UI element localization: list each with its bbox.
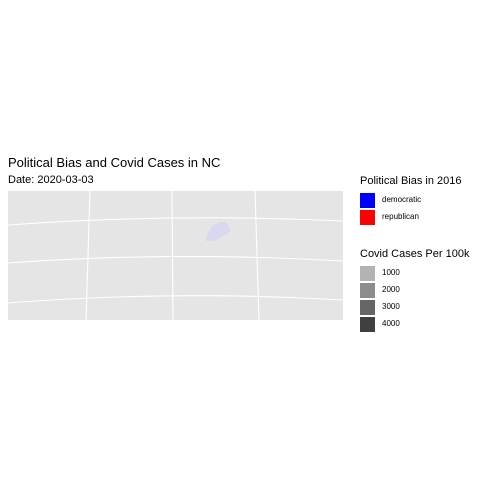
legend-label: democratic — [382, 195, 422, 204]
graticule-meridian — [171, 191, 174, 320]
legend-swatch — [360, 193, 375, 208]
map-canvas — [8, 191, 343, 320]
legend-swatch — [360, 210, 375, 225]
legend-label: 4000 — [382, 319, 400, 328]
graticule-parallel — [8, 295, 343, 304]
legend-swatch — [360, 317, 375, 332]
legend-title: Political Bias in 2016 — [360, 175, 462, 187]
covid-cases-legend: Covid Cases Per 100k 1000 2000 3000 4000 — [360, 248, 470, 332]
county-region — [206, 222, 231, 241]
legend-label: 1000 — [382, 268, 400, 277]
graticule-meridian — [254, 191, 260, 320]
legend-label: 2000 — [382, 285, 400, 294]
legend-label: 3000 — [382, 302, 400, 311]
legend-title: Covid Cases Per 100k — [360, 248, 470, 260]
legend-label: republican — [382, 212, 419, 221]
legend-swatch — [360, 266, 375, 281]
graticule-parallel — [8, 255, 343, 264]
map-panel — [8, 191, 343, 320]
legend-swatch — [360, 300, 375, 315]
legend-swatch — [360, 283, 375, 298]
political-bias-legend: Political Bias in 2016 democratic republ… — [360, 175, 462, 225]
graticule-parallel — [8, 217, 343, 226]
map-title: Political Bias and Covid Cases in NC — [8, 155, 221, 170]
map-subtitle: Date: 2020-03-03 — [8, 174, 94, 186]
panel-background — [8, 191, 343, 320]
graticule-meridian — [85, 191, 91, 320]
